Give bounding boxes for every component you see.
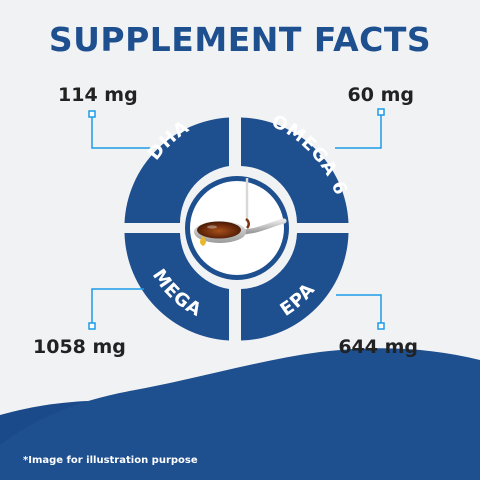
connector-omega6 <box>335 112 382 149</box>
quadrant-epa <box>241 233 349 341</box>
connector-dot-omega3 <box>88 322 96 330</box>
page-title: SUPPLEMENT FACTS <box>48 20 432 59</box>
amount-omega3: 1058 mg <box>33 336 126 358</box>
connector-epa <box>336 294 382 326</box>
connector-dot-dha <box>88 110 96 118</box>
footnote: *Image for illustration purpose <box>23 455 198 466</box>
connectors <box>88 108 385 330</box>
quadrant-dha <box>124 117 229 223</box>
amount-dha: 114 mg <box>58 84 138 106</box>
connector-omega3 <box>91 288 144 326</box>
wave-front <box>0 348 480 480</box>
connector-dha <box>91 114 151 149</box>
wheel-quadrants <box>124 117 349 341</box>
amount-omega6: 60 mg <box>347 84 414 106</box>
quadrant-omega3 <box>124 233 229 341</box>
spoon-of-oil-icon <box>194 178 287 246</box>
connector-dot-omega6 <box>377 108 385 116</box>
connector-dot-epa <box>377 322 385 330</box>
amount-epa: 644 mg <box>338 336 418 358</box>
quadrant-omega6 <box>241 117 349 223</box>
